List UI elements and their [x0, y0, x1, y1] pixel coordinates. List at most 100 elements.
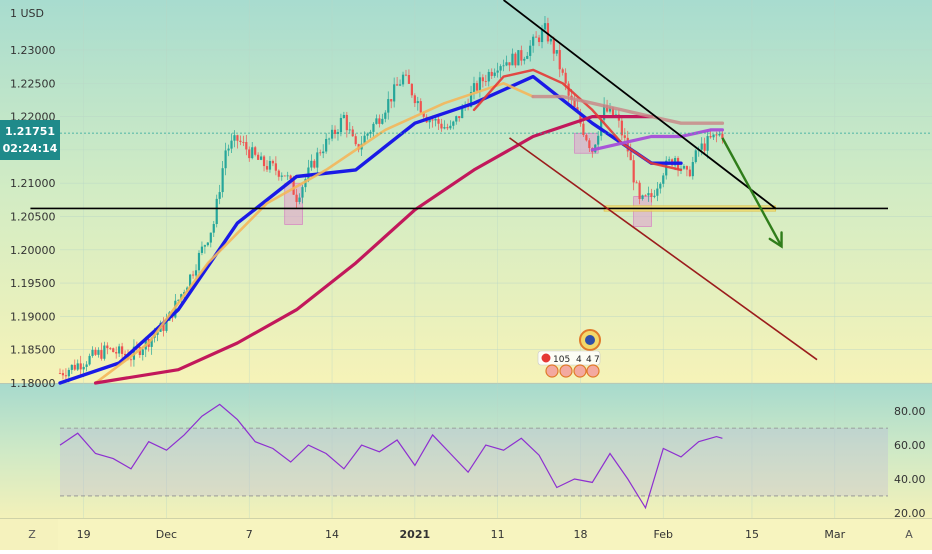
candle-body	[611, 107, 615, 116]
candle-body	[333, 129, 337, 134]
candle-body	[112, 348, 115, 353]
candle-body	[638, 182, 641, 199]
zoom-reset-button[interactable]: Z	[28, 528, 36, 541]
event-chip-2[interactable]	[559, 364, 573, 378]
candle-body	[603, 104, 606, 120]
time-tick-label: 11	[491, 528, 505, 541]
candle-body	[437, 119, 440, 124]
candle-body	[64, 375, 68, 377]
price-tick-label: 1.23000	[10, 44, 56, 57]
candle-body	[254, 147, 257, 155]
candle-body	[245, 142, 248, 150]
candle-body	[434, 119, 437, 121]
candle-body	[718, 133, 721, 136]
price-tick-label: 1.18000	[10, 377, 56, 390]
event-chip-4[interactable]	[586, 364, 600, 378]
bar-countdown: 02:24:14	[3, 142, 58, 155]
candle-body	[206, 242, 209, 246]
candle-body	[490, 71, 493, 76]
candle-body	[304, 179, 307, 188]
moving-average-line	[58, 74, 683, 385]
rsi-axis[interactable]: 80.00 60.00 40.00 20.00	[894, 405, 926, 520]
moving-averages	[58, 68, 932, 385]
candle-body	[694, 150, 697, 163]
descending-trendline[interactable]	[503, 0, 777, 210]
time-axis-background	[0, 518, 932, 550]
candle-body	[106, 345, 109, 349]
candle-body	[177, 299, 180, 301]
candle-body	[505, 62, 508, 66]
forecast-arrow-shaft[interactable]	[721, 137, 783, 248]
candle-body	[523, 58, 526, 61]
candle-body	[194, 270, 198, 276]
time-tick-label: 7	[246, 528, 253, 541]
candle-body	[514, 53, 517, 66]
candle-body	[218, 192, 221, 199]
candle-body	[529, 45, 532, 56]
time-tick-label: 18	[573, 528, 587, 541]
candle-body	[540, 29, 544, 43]
candle-body	[443, 127, 446, 129]
event-count-4: 7	[594, 355, 600, 365]
candle-body	[265, 166, 269, 170]
candle-body	[478, 77, 482, 91]
current-price-value: 1.21751	[5, 125, 55, 138]
candle-body	[502, 65, 505, 67]
event-chip-3[interactable]	[573, 364, 587, 378]
candle-body	[472, 83, 476, 92]
candle-body	[313, 160, 316, 168]
candle-body	[558, 50, 561, 70]
time-tick-label: Dec	[156, 528, 177, 541]
rsi-tick-label: 40.00	[894, 473, 926, 486]
candle-body	[342, 114, 345, 118]
candle-body	[484, 81, 487, 82]
grid-lines	[60, 0, 932, 518]
rsi-tick-label: 20.00	[894, 507, 926, 520]
candle-body	[369, 131, 372, 134]
candle-body	[375, 118, 378, 124]
candle-body	[384, 112, 387, 119]
candle-body	[73, 364, 76, 370]
candle-body	[88, 355, 91, 365]
candle-body	[67, 369, 70, 377]
candle-body	[221, 168, 224, 193]
auto-scale-button[interactable]: A	[905, 528, 913, 541]
candle-body	[58, 373, 62, 374]
event-counts-box[interactable]	[537, 350, 601, 366]
candle-body	[641, 195, 644, 199]
candle-body	[508, 62, 511, 66]
moving-average-line	[93, 114, 654, 385]
candle-body	[440, 123, 443, 129]
candle-body	[461, 106, 464, 119]
candle-body	[209, 232, 212, 243]
candle-body	[257, 154, 260, 160]
candle-body	[286, 175, 289, 177]
lower-trendline[interactable]	[509, 137, 818, 361]
candle-body	[378, 118, 381, 124]
rsi-pane	[59, 403, 888, 510]
candle-body	[668, 159, 671, 161]
event-chip-1[interactable]	[545, 364, 559, 378]
candle-body	[416, 101, 419, 104]
candle-body	[345, 114, 348, 131]
candle-body	[91, 349, 94, 356]
candle-body	[141, 349, 144, 356]
candle-body	[319, 152, 322, 154]
candle-body	[555, 50, 558, 54]
time-axis[interactable]: 19 Dec 7 14 2021 11 18 Feb 15 Mar	[77, 528, 846, 541]
candle-body	[325, 138, 328, 152]
candle-body	[307, 167, 310, 180]
candle-body	[298, 197, 301, 202]
candle-body	[398, 84, 402, 86]
candle-body	[165, 320, 168, 331]
candle-body	[431, 119, 434, 121]
candle-body	[449, 125, 452, 129]
candle-body	[721, 133, 724, 139]
price-tick-label: 1.20000	[10, 244, 56, 257]
candle-body	[543, 23, 547, 30]
candle-body	[564, 72, 567, 84]
candle-body	[469, 91, 473, 107]
candle-body	[189, 274, 192, 288]
candle-body	[295, 194, 298, 202]
